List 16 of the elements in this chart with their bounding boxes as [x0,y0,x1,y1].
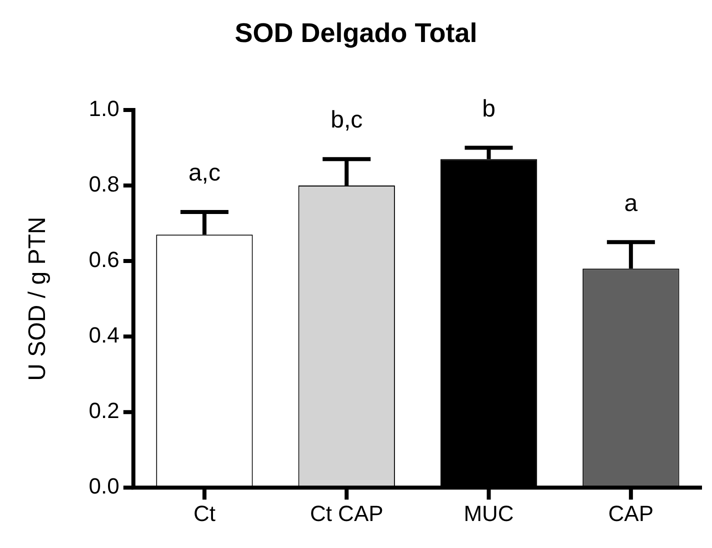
y-tick-label: 0.2 [88,398,120,424]
x-tick-label: MUC [464,500,514,526]
x-tick-label: CAP [608,500,654,526]
x-tick-label: Ct CAP [310,500,384,526]
annotation: a,c [188,160,220,187]
y-tick-label: 0.4 [88,322,120,348]
y-axis-title: U SOD / g PTN [24,216,52,381]
annotation: b [482,95,496,122]
y-tick-label: 1.0 [88,96,120,122]
y-tick-label: 0.6 [88,247,120,272]
y-tick-label: 0.0 [88,474,120,499]
chart-title: SOD Delgado Total [234,18,478,49]
annotation: b,c [330,106,363,134]
y-tick-label: 0.8 [88,172,120,197]
x-tick-label: Ct [193,500,216,526]
annotation: a [624,190,638,217]
